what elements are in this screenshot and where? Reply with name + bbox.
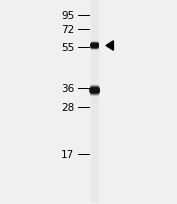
Ellipse shape [90, 92, 99, 93]
Text: 55: 55 [61, 42, 75, 52]
Text: 28: 28 [61, 102, 75, 112]
Ellipse shape [91, 44, 98, 45]
Ellipse shape [91, 45, 98, 46]
Ellipse shape [91, 47, 98, 48]
Ellipse shape [91, 46, 99, 47]
Ellipse shape [90, 94, 99, 95]
Ellipse shape [90, 89, 99, 90]
Ellipse shape [91, 86, 99, 87]
Text: 17: 17 [61, 150, 75, 160]
Text: 36: 36 [61, 84, 75, 94]
Ellipse shape [91, 45, 99, 46]
Ellipse shape [91, 46, 99, 47]
Ellipse shape [90, 93, 99, 94]
Ellipse shape [90, 90, 99, 91]
Text: 72: 72 [61, 25, 75, 35]
Bar [91, 1, 98, 203]
Ellipse shape [91, 43, 98, 44]
Ellipse shape [90, 89, 99, 90]
Ellipse shape [90, 87, 99, 88]
Ellipse shape [91, 49, 98, 50]
Ellipse shape [90, 91, 99, 92]
Ellipse shape [91, 43, 98, 44]
Ellipse shape [91, 47, 98, 48]
Ellipse shape [90, 88, 99, 89]
Ellipse shape [90, 94, 99, 95]
Ellipse shape [90, 89, 99, 90]
Text: 95: 95 [61, 11, 75, 21]
Ellipse shape [91, 45, 98, 46]
Ellipse shape [91, 95, 99, 96]
Ellipse shape [91, 48, 98, 49]
Ellipse shape [90, 91, 99, 92]
Ellipse shape [91, 46, 99, 47]
Ellipse shape [91, 44, 98, 45]
Ellipse shape [90, 88, 99, 89]
Ellipse shape [91, 48, 98, 49]
Ellipse shape [90, 87, 99, 88]
Ellipse shape [90, 86, 99, 87]
Ellipse shape [90, 94, 99, 95]
Ellipse shape [90, 93, 99, 94]
Polygon shape [106, 42, 113, 51]
Ellipse shape [91, 44, 98, 45]
Ellipse shape [90, 90, 99, 91]
Ellipse shape [90, 92, 99, 93]
